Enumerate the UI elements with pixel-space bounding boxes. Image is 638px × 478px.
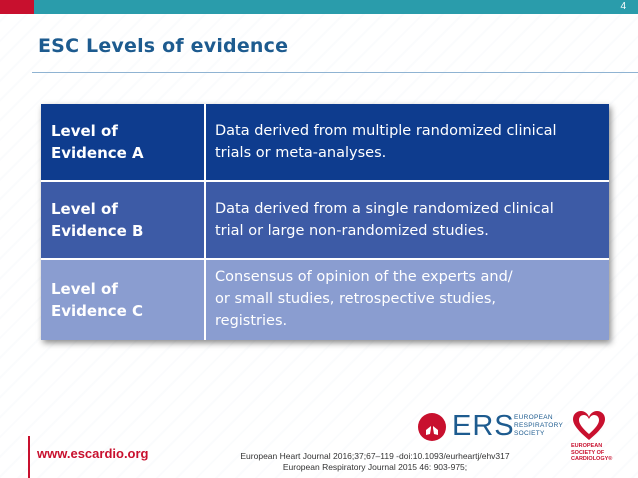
top-bar — [0, 0, 638, 14]
esc-logo-line: CARDIOLOGY® — [571, 456, 613, 462]
ers-logo-line: EUROPEAN — [514, 414, 553, 421]
footer-accent-bar — [28, 436, 30, 478]
esc-logo-line: SOCIETY OF — [571, 449, 605, 456]
heart-icon — [573, 411, 605, 440]
reference-line: European Heart Journal 2016;37;67–119 -d… — [240, 451, 510, 461]
title-divider — [32, 72, 638, 73]
description-line: Data derived from a single randomized cl… — [215, 201, 554, 217]
ers-logo-subtitle: EUROPEAN RESPIRATORY SOCIETY — [514, 414, 563, 438]
level-label-line: Evidence C — [51, 302, 144, 320]
description-line: trials or meta-analyses. — [215, 145, 387, 161]
references: European Heart Journal 2016;37;67–119 -d… — [215, 451, 535, 473]
description-line: Consensus of opinion of the experts and/ — [215, 269, 513, 285]
page-number: 4 — [620, 1, 626, 12]
level-label-line: Level of — [51, 122, 118, 140]
lungs-icon — [418, 413, 446, 441]
level-label-line: Level of — [51, 280, 118, 298]
table-row-evidence-b: Level of Evidence B Data derived from a … — [41, 182, 609, 260]
description-line: Data derived from multiple randomized cl… — [215, 123, 557, 139]
table-row-evidence-c: Level of Evidence C Consensus of opinion… — [41, 260, 609, 340]
ers-logo-line: SOCIETY — [514, 430, 545, 437]
level-label: Level of Evidence A — [41, 104, 206, 180]
level-description: Data derived from a single randomized cl… — [206, 182, 609, 258]
page-title: ESC Levels of evidence — [38, 35, 289, 57]
level-label-line: Level of — [51, 200, 118, 218]
description-line: or small studies, retrospective studies, — [215, 291, 497, 307]
level-label-line: Evidence B — [51, 222, 144, 240]
level-label-line: Evidence A — [51, 144, 144, 162]
reference-line: European Respiratory Journal 2015 46: 90… — [282, 462, 468, 472]
level-description: Data derived from multiple randomized cl… — [206, 104, 609, 180]
website-link[interactable]: www.escardio.org — [37, 446, 149, 461]
evidence-table: Level of Evidence A Data derived from mu… — [41, 104, 609, 340]
esc-logo-text: EUROPEAN SOCIETY OF CARDIOLOGY® — [571, 443, 631, 463]
level-label: Level of Evidence C — [41, 260, 206, 340]
ers-logo-line: RESPIRATORY — [514, 422, 564, 429]
esc-logo-line: EUROPEAN — [571, 443, 603, 449]
level-description: Consensus of opinion of the experts and/… — [206, 260, 609, 340]
level-label: Level of Evidence B — [41, 182, 206, 258]
description-line: registries. — [215, 313, 288, 329]
table-row-evidence-a: Level of Evidence A Data derived from mu… — [41, 104, 609, 182]
top-bar-accent — [0, 0, 34, 14]
ers-logo-text: ERS — [452, 410, 515, 442]
description-line: trial or large non-randomized studies. — [215, 223, 489, 239]
